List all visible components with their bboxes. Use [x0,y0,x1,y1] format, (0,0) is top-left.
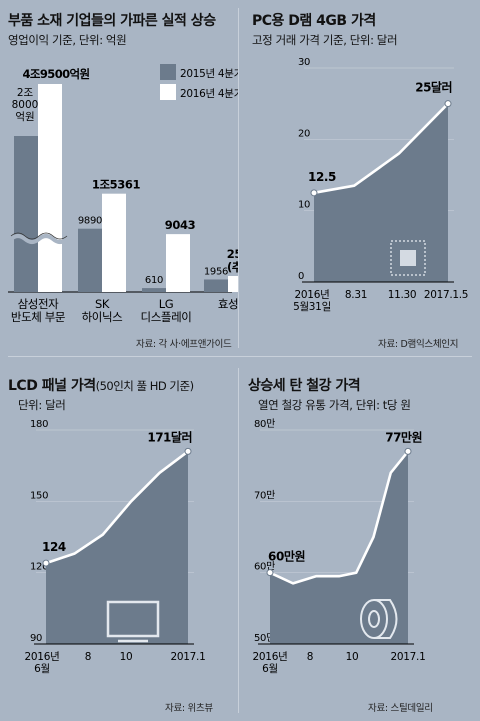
p4-end-label: 77만원 [385,429,422,444]
p4-line [269,450,410,585]
p1-bar-2015 [14,136,38,292]
p1-label-2015: 610 [145,275,163,286]
p1-category-label: 삼성전자 반도체 부문 [11,297,65,324]
p2-xtick-label: 8.31 [345,289,367,301]
p1-label-2016: 9043 [165,218,196,232]
p4-point-marker [404,447,412,455]
p2-ytick-label: 10 [298,200,310,211]
panel-divider-vertical-bottom [238,368,239,713]
p3-start-label: 124 [42,540,66,554]
p1-bar-2015 [78,228,102,292]
p1-axis-break [9,234,69,244]
p3-area [46,451,188,644]
p2-area [314,103,448,282]
p1-source: 자료: 각 사·에프앤가이드 [136,339,232,350]
p2-subtitle: 고정 거래 가격 기준, 단위: 달러 [252,33,398,47]
p2-point-marker [444,100,452,108]
p2-start-label: 12.5 [308,170,336,184]
p1-bar-2016 [166,234,190,292]
p4-ytick-label: 70만 [254,489,275,501]
p1-title: 부품 소재 기업들의 가파른 실적 상승 [8,13,216,29]
p3-xtick-label: 10 [120,651,133,663]
p3-point-marker [184,447,192,455]
p1-label-2016: 4조9500억원 [23,67,90,81]
p3-xtick-label: 2017.1 [171,651,206,663]
p1-bar-2016 [38,84,62,292]
p4-start-label: 60만원 [268,549,305,564]
p2-title: PC용 D램 4GB 가격 [252,13,376,29]
p3-ytick-label: 90 [30,633,42,644]
p3-source: 자료: 위츠뷰 [165,703,213,714]
p1-label-2016: 2500(추정) [227,247,238,274]
p1-label-2015: 1956 [204,266,228,277]
p1-subtitle: 영업이익 기준, 단위: 억원 [8,33,127,47]
p2-ytick-label: 0 [298,271,304,282]
p4-point-marker [266,569,274,577]
p1-category-label: LG 디스플레이 [141,297,192,324]
p3-ytick-label: 150 [30,490,48,501]
p1-legend-swatch-2016 [160,84,176,100]
p3-area-chart: 90 120 150 180 124 171달러 2016년 6월 8 10 2017.1 [25,419,206,675]
p1-category-label: 효성 [218,297,238,311]
p2-xtick-label: 2016년 5월31일 [293,289,331,313]
monitor-icon [106,600,160,643]
p3-point-marker [42,559,50,567]
steel-coil-icon [360,599,398,639]
p1-bar-2016 [228,276,238,292]
p1-category-label: SK 하이닉스 [82,297,123,324]
p2-xtick-label: 11.30 [388,289,417,301]
p1-label-2016: 1조5361 [92,178,141,192]
p1-axis-break-line [10,232,68,240]
p3-ytick-label: 180 [30,419,48,430]
dram-chip-icon [390,240,426,276]
p3-title: LCD 패널 가격(50인치 풀 HD 기준) [8,375,194,395]
p4-title: 상승세 탄 철강 가격 [248,378,361,394]
p3-line [45,450,189,565]
p4-area [270,451,408,644]
p1-legend-swatch-2015 [160,64,176,80]
p2-ytick-label: 20 [298,128,310,139]
p4-xtick-label: 8 [307,651,313,663]
p4-source: 자료: 스틸데일리 [368,703,433,714]
p1-bar-2015 [204,279,228,292]
p1-legend-label-2016: 2016년 4분기 [180,88,238,100]
p2-xtick-label: 2017.1.5 [424,289,468,301]
p1-bar-2015 [142,288,166,292]
p1-legend-label-2015: 2015년 4분기 [180,68,238,80]
p2-end-label: 25달러 [415,80,452,95]
p1-bar-2016 [102,193,126,292]
panel-divider-horizontal [8,356,472,357]
panel-divider-vertical-top [238,8,239,348]
p3-xtick-label: 2016년 6월 [25,651,60,675]
p3-xtick-label: 8 [85,651,91,663]
p3-end-label: 171달러 [147,429,192,444]
p2-line [313,102,449,195]
p2-point-marker [310,189,318,197]
p3-title-suffix: (50인치 풀 HD 기준) [95,379,194,393]
p2-source: 자료: D램익스체인지 [378,339,459,350]
p1-label-2015: 9890 [78,216,102,227]
p2-area-chart: 0 10 20 30 12.5 25달러 2016년 5월31일 8.31 11.30 2017.1… [293,57,468,313]
p4-xtick-label: 2016년 6월 [253,651,288,675]
p4-subtitle: 열연 철강 유통 가격, 단위: t당 원 [258,398,411,412]
p4-xtick-label: 10 [346,651,359,663]
p3-ytick-label: 120 [30,562,48,573]
p4-xtick-label: 2017.1 [391,651,426,663]
p4-ytick-label: 80만 [254,418,275,430]
p3-title-main: LCD 패널 가격 [8,378,96,394]
p2-ytick-label: 30 [298,57,310,68]
p3-subtitle: 단위: 달러 [18,398,66,412]
p1-break-label: 2조 8000 억원 [12,87,39,123]
